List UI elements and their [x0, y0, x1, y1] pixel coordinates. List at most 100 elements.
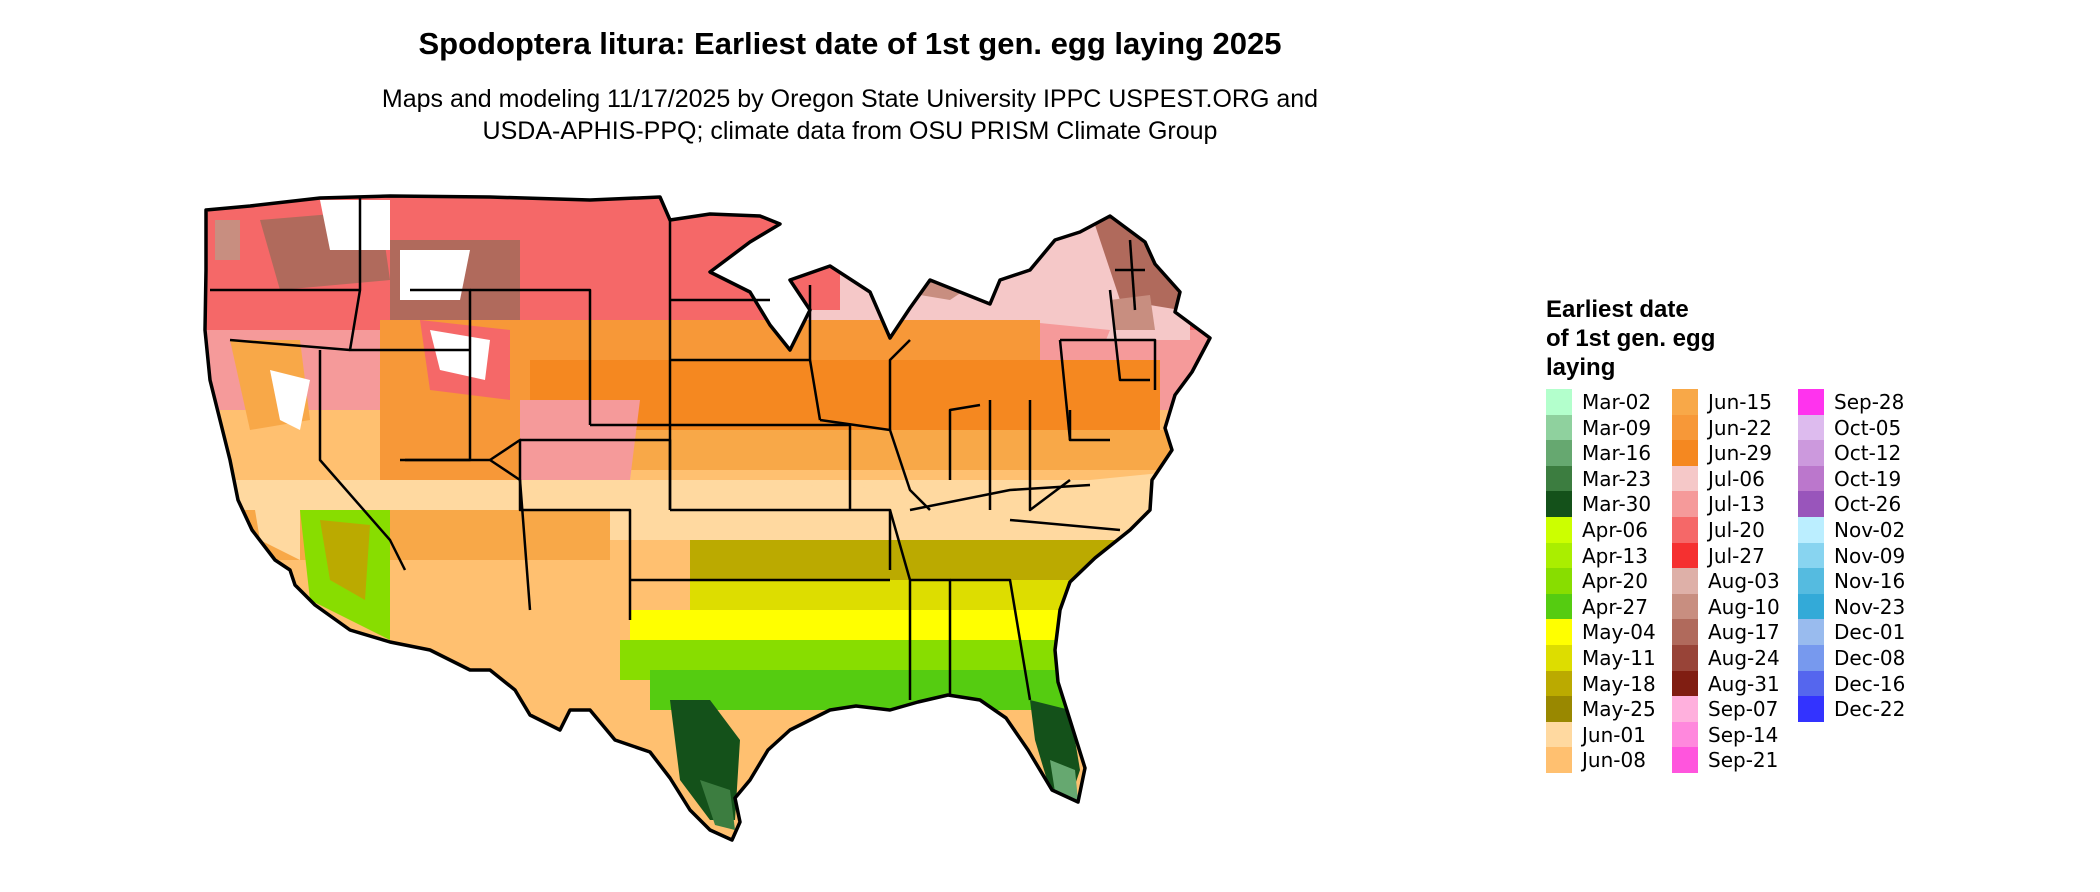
legend-label: Nov-23	[1834, 594, 1906, 619]
legend-label: Sep-14	[1708, 722, 1779, 747]
legend-label: May-18	[1582, 671, 1656, 696]
legend-swatch	[1546, 542, 1572, 569]
legend-label: Oct-19	[1834, 466, 1902, 491]
legend-item: Mar-23	[1546, 465, 1652, 492]
legend-item: Apr-13	[1546, 542, 1648, 569]
legend-label: Aug-17	[1708, 620, 1780, 645]
legend-swatch	[1546, 670, 1572, 697]
legend-label: Jul-27	[1708, 543, 1765, 568]
legend-swatch	[1546, 645, 1572, 671]
legend-swatch	[1798, 491, 1824, 518]
legend-label: Jul-20	[1708, 518, 1765, 542]
legend-label: Mar-09	[1582, 415, 1652, 440]
legend-item: Sep-14	[1672, 721, 1779, 748]
legend-label: Aug-03	[1708, 569, 1780, 594]
legend-item: Dec-01	[1798, 619, 1905, 646]
legend-item: Mar-09	[1546, 414, 1652, 441]
legend-swatch	[1798, 389, 1824, 415]
legend-label: Dec-22	[1834, 697, 1906, 722]
legend-swatch	[1672, 414, 1698, 441]
legend-label: Dec-08	[1834, 646, 1906, 670]
legend-item: Aug-24	[1672, 645, 1780, 671]
legend-item: Mar-16	[1546, 440, 1652, 467]
legend-item: Nov-16	[1798, 568, 1905, 595]
legend-swatch	[1672, 645, 1698, 671]
legend-swatch	[1672, 670, 1698, 697]
legend-item: Nov-23	[1798, 593, 1906, 620]
map-subtitle-line-2: USDA-APHIS-PPQ; climate data from OSU PR…	[482, 117, 1218, 145]
legend-title-line: of 1st gen. egg	[1546, 325, 1716, 352]
legend-label: Aug-24	[1708, 646, 1780, 670]
legend-swatch	[1798, 619, 1824, 646]
legend-swatch	[1672, 568, 1698, 595]
legend-swatch	[1798, 670, 1824, 697]
legend-label: May-11	[1582, 646, 1656, 670]
legend-swatch	[1798, 517, 1824, 543]
legend-swatch	[1672, 593, 1698, 620]
legend-item: Nov-02	[1798, 517, 1905, 543]
legend-swatch	[1798, 645, 1824, 671]
legend-label: Aug-31	[1708, 671, 1780, 696]
legend-swatch	[1672, 440, 1698, 467]
legend-label: Jun-22	[1708, 415, 1772, 440]
legend-item: Oct-19	[1798, 465, 1902, 492]
legend-swatch	[1798, 696, 1824, 723]
us-map	[203, 194, 1212, 842]
legend-swatch	[1672, 389, 1698, 415]
legend-item: May-25	[1546, 696, 1656, 723]
legend-swatch	[1672, 721, 1698, 748]
legend-item: May-11	[1546, 645, 1656, 671]
map-title: Spodoptera litura: Earliest date of 1st …	[418, 26, 1282, 61]
legend-label: Nov-02	[1834, 518, 1906, 542]
legend-label: Jun-01	[1582, 722, 1646, 747]
legend-label: Jun-15	[1708, 390, 1772, 414]
legend-label: Mar-30	[1582, 492, 1652, 517]
legend-label: Apr-20	[1582, 569, 1648, 594]
legend-label: Nov-09	[1834, 543, 1906, 568]
legend-label: Oct-26	[1834, 492, 1902, 517]
legend-swatch	[1546, 517, 1572, 543]
legend-item: Aug-17	[1672, 619, 1780, 646]
legend-item: Jul-13	[1672, 491, 1765, 518]
legend-swatch	[1672, 747, 1698, 774]
legend-label: Sep-21	[1708, 748, 1779, 773]
legend-item: Jun-22	[1672, 414, 1772, 441]
legend-label: Aug-10	[1708, 594, 1780, 619]
legend-label: Jun-08	[1582, 748, 1646, 773]
legend-title-line: laying	[1546, 354, 1616, 381]
legend-swatch	[1672, 696, 1698, 723]
legend-item: Oct-05	[1798, 414, 1901, 441]
legend-swatch	[1798, 542, 1824, 569]
legend-label: Sep-07	[1708, 697, 1779, 722]
legend-swatch	[1672, 465, 1698, 492]
legend-swatch	[1798, 568, 1824, 595]
legend-label: Dec-16	[1834, 671, 1906, 696]
legend-label: Mar-23	[1582, 466, 1652, 491]
legend-swatch	[1546, 465, 1572, 492]
legend-item: Jul-20	[1672, 517, 1765, 543]
legend-swatch	[1672, 491, 1698, 518]
legend-item: Mar-02	[1546, 389, 1651, 415]
legend-item: Sep-07	[1672, 696, 1779, 723]
legend-swatch	[1546, 593, 1572, 620]
legend-swatch	[1672, 517, 1698, 543]
legend-title-line: Earliest date	[1546, 296, 1689, 323]
legend-label: May-04	[1582, 620, 1656, 645]
legend-item: Nov-09	[1798, 542, 1906, 569]
legend-swatch	[1546, 619, 1572, 646]
legend-item: Jun-15	[1672, 389, 1772, 415]
legend-swatch	[1546, 414, 1572, 441]
legend-label: Mar-02	[1582, 390, 1652, 414]
legend-item: Apr-20	[1546, 568, 1648, 595]
legend-swatch	[1546, 389, 1572, 415]
legend-item: Oct-12	[1798, 440, 1901, 467]
legend-item: Aug-03	[1672, 568, 1780, 595]
legend-swatch	[1546, 491, 1572, 518]
legend-item: Dec-08	[1798, 645, 1905, 671]
legend-swatch	[1546, 440, 1572, 467]
legend-label: Mar-16	[1582, 441, 1652, 466]
legend-item: Oct-26	[1798, 491, 1902, 518]
legend-swatch	[1546, 721, 1572, 748]
legend-label: Apr-27	[1582, 594, 1648, 619]
legend-label: Apr-13	[1582, 543, 1648, 568]
